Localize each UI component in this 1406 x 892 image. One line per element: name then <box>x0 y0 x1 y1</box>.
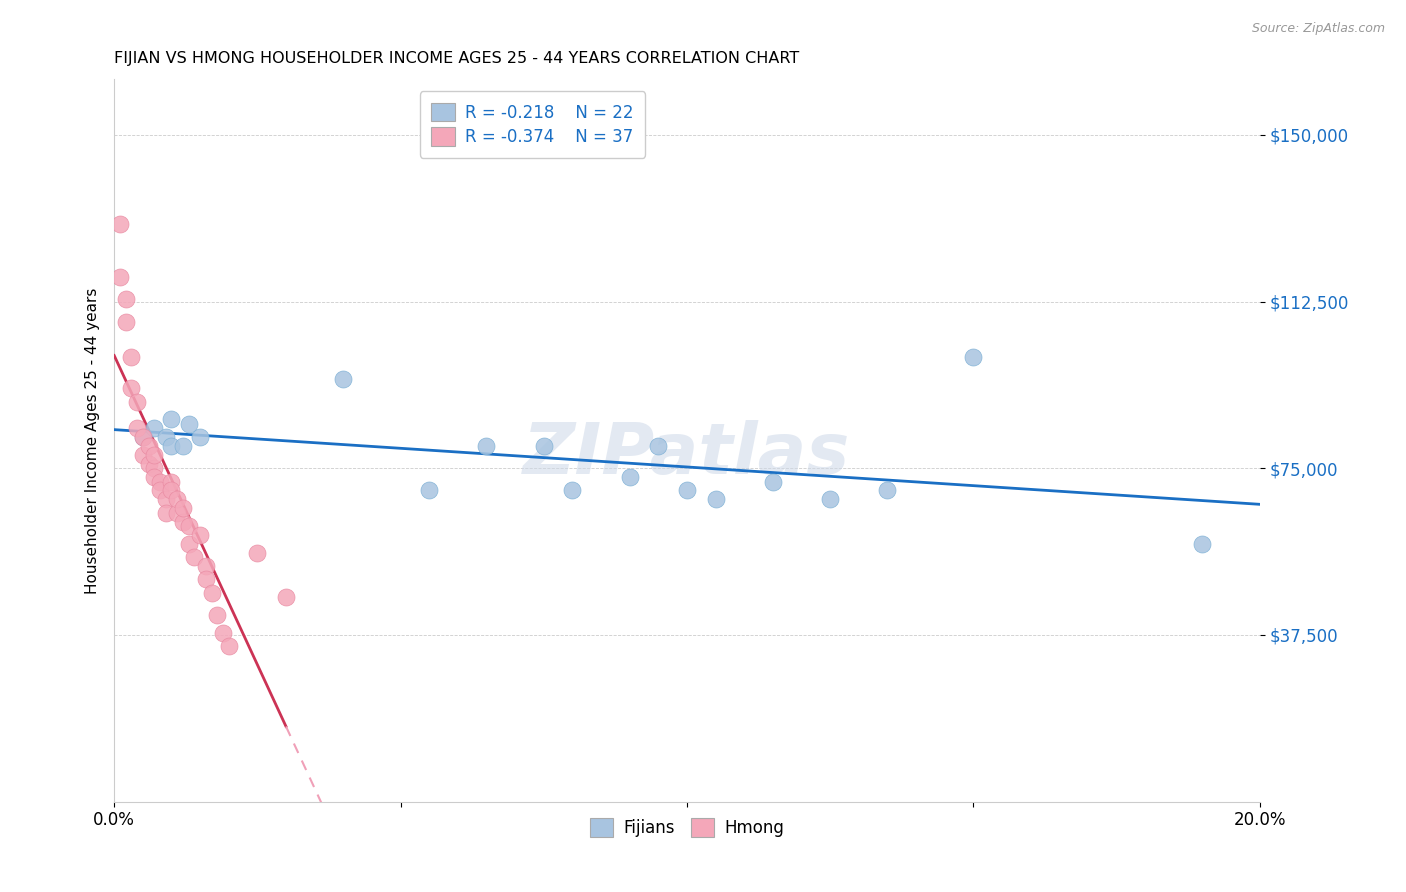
Point <box>160 483 183 498</box>
Point <box>127 421 149 435</box>
Point <box>127 394 149 409</box>
Point <box>418 483 440 498</box>
Point <box>160 439 183 453</box>
Point <box>218 639 240 653</box>
Point <box>155 492 177 507</box>
Point <box>172 439 194 453</box>
Point <box>155 506 177 520</box>
Text: FIJIAN VS HMONG HOUSEHOLDER INCOME AGES 25 - 44 YEARS CORRELATION CHART: FIJIAN VS HMONG HOUSEHOLDER INCOME AGES … <box>114 51 800 66</box>
Point <box>166 492 188 507</box>
Point <box>274 590 297 604</box>
Point <box>177 537 200 551</box>
Point <box>876 483 898 498</box>
Point <box>143 461 166 475</box>
Point <box>200 585 222 599</box>
Point <box>177 417 200 431</box>
Point <box>533 439 555 453</box>
Y-axis label: Householder Income Ages 25 - 44 years: Householder Income Ages 25 - 44 years <box>86 287 100 594</box>
Point <box>207 607 229 622</box>
Point <box>818 492 841 507</box>
Point <box>114 315 136 329</box>
Point <box>647 439 669 453</box>
Point <box>475 439 498 453</box>
Point <box>143 421 166 435</box>
Point <box>120 381 142 395</box>
Point <box>177 519 200 533</box>
Point <box>149 483 172 498</box>
Point <box>212 625 235 640</box>
Point <box>160 412 183 426</box>
Point <box>160 475 183 489</box>
Text: ZIPatlas: ZIPatlas <box>523 420 851 490</box>
Point <box>704 492 727 507</box>
Point <box>108 270 131 285</box>
Point <box>1191 537 1213 551</box>
Point <box>172 515 194 529</box>
Point <box>132 430 155 444</box>
Point <box>138 439 160 453</box>
Point <box>166 506 188 520</box>
Point <box>676 483 699 498</box>
Point <box>194 572 217 586</box>
Point <box>149 475 172 489</box>
Point <box>962 350 984 364</box>
Point <box>132 430 155 444</box>
Point <box>762 475 785 489</box>
Point <box>143 448 166 462</box>
Point <box>172 501 194 516</box>
Point <box>132 448 155 462</box>
Point <box>114 293 136 307</box>
Point <box>619 470 641 484</box>
Point <box>143 470 166 484</box>
Legend: Fijians, Hmong: Fijians, Hmong <box>583 812 792 844</box>
Point <box>194 559 217 574</box>
Point <box>108 217 131 231</box>
Point <box>561 483 583 498</box>
Point <box>183 550 205 565</box>
Point <box>155 430 177 444</box>
Point <box>120 350 142 364</box>
Point <box>332 372 354 386</box>
Point <box>138 457 160 471</box>
Text: Source: ZipAtlas.com: Source: ZipAtlas.com <box>1251 22 1385 36</box>
Point <box>188 430 211 444</box>
Point <box>246 546 269 560</box>
Point <box>188 528 211 542</box>
